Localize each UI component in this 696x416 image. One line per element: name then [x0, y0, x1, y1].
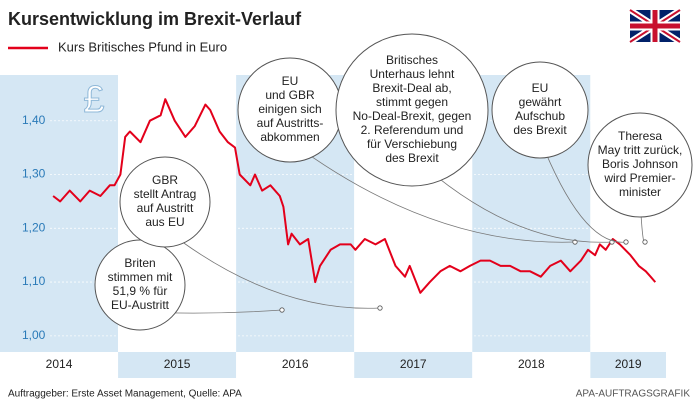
uk-flag [628, 7, 682, 45]
annotation-text: und GBR [265, 88, 315, 102]
annotation-bubble [491, 61, 589, 159]
annotation-text: Unterhaus lehnt [370, 67, 455, 81]
annotation-text: Theresa [618, 129, 662, 143]
y-tick-label: 1,00 [22, 328, 46, 342]
y-tick-label: 1,10 [22, 274, 46, 288]
annotation-text: gewährt [519, 95, 562, 109]
annotation-text: EU [282, 74, 299, 88]
annotation-text: stimmt gegen [376, 95, 448, 109]
year-cell [0, 352, 119, 378]
annotation-text: Aufschub [515, 109, 565, 123]
annotation-pointer [539, 138, 627, 243]
annotation-text: auf Austritt [137, 201, 194, 215]
annotation-bubble [119, 156, 211, 248]
annotation-text: auf Austritts- [257, 116, 324, 130]
source-note: Auftraggeber: Erste Asset Management, Qu… [8, 389, 242, 400]
annotation-bubble [335, 33, 489, 187]
annotation-text: 51,9 % für [113, 284, 168, 298]
y-tick-label: 1,40 [22, 113, 46, 127]
annotation-text: Boris Johnson [602, 157, 678, 171]
legend-label: Kurs Britisches Pfund in Euro [58, 39, 227, 54]
annotation-text: Britisches [386, 53, 438, 67]
annotation-text: für Verschiebung [367, 137, 457, 151]
annotation-text: abkommen [260, 130, 319, 144]
annotation-text: stimmen mit [108, 270, 173, 284]
annotation-bubble [587, 112, 693, 218]
annotation-text: aus EU [145, 215, 184, 229]
annotation-text: einigen sich [258, 102, 321, 116]
year-cell [118, 352, 237, 378]
x-tick-label: 2018 [518, 357, 545, 371]
year-cell [354, 352, 473, 378]
annotation-text: des Brexit [385, 151, 439, 165]
x-tick-label: 2015 [164, 357, 191, 371]
annotation-text: 2. Referendum und [361, 123, 464, 137]
credit: APA-AUFTRAGSGRAFIK [576, 389, 691, 400]
year-band [0, 75, 119, 352]
year-cell [472, 352, 591, 378]
annotation-text: Brexit-Deal ab, [372, 81, 451, 95]
price-line [52, 98, 657, 294]
year-cell [236, 352, 355, 378]
annotation-text: No-Deal-Brexit, gegen [353, 109, 472, 123]
annotation-text: minister [619, 185, 661, 199]
annotation-text: EU [532, 81, 549, 95]
annotation-pointer [164, 228, 381, 309]
annotation-text: des Brexit [513, 123, 567, 137]
year-cell [590, 352, 666, 378]
chart-title: Kursentwicklung im Brexit-Verlauf [8, 9, 302, 29]
annotation-dot [623, 239, 629, 245]
annotation-dot [377, 305, 383, 311]
annotation-text: stellt Antrag [134, 187, 197, 201]
annotation-text: EU-Austritt [111, 298, 170, 312]
x-tick-label: 2019 [615, 357, 642, 371]
annotation-dot [279, 307, 285, 313]
currency-icon: £ [83, 79, 104, 121]
x-tick-label: 2017 [400, 357, 427, 371]
x-tick-label: 2014 [46, 357, 73, 371]
annotation-text: wird Premier- [603, 171, 675, 185]
annotation-text: GBR [152, 173, 178, 187]
annotation-pointer [289, 140, 576, 243]
annotation-text: May tritt zurück, [598, 143, 683, 157]
x-tick-label: 2016 [282, 357, 309, 371]
y-tick-label: 1,30 [22, 167, 46, 181]
annotation-dot [642, 239, 648, 245]
y-tick-label: 1,20 [22, 220, 46, 234]
annotation-text: Briten [124, 256, 155, 270]
